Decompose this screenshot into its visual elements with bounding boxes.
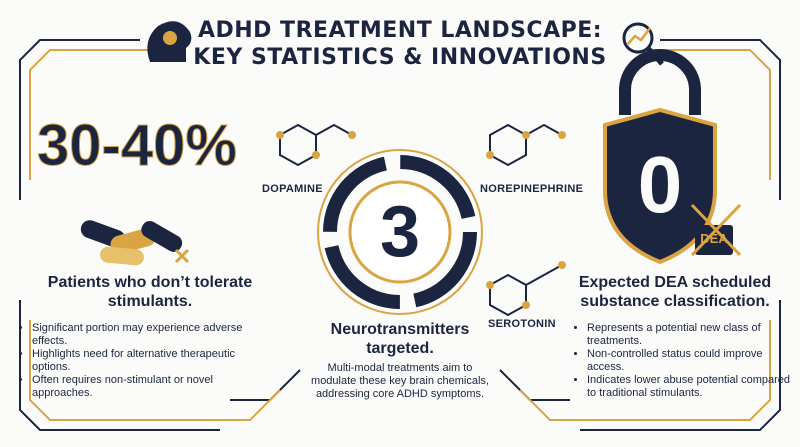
- padlock: [695, 225, 733, 255]
- frame-line: [580, 300, 781, 431]
- bullet-list: Significant portion may experience adver…: [20, 322, 262, 400]
- atom: [522, 301, 530, 309]
- frame-line: [200, 389, 281, 421]
- shield: [603, 107, 717, 265]
- frame-line: [650, 49, 771, 180]
- gear: [163, 31, 177, 45]
- frame-line: [29, 49, 150, 180]
- frame-accents: [29, 49, 771, 421]
- badge: DEA: [700, 231, 728, 246]
- x-mark: [174, 248, 190, 264]
- title-line: ADHD TREATMENT LANDSCAPE:: [197, 18, 603, 43]
- atom: [558, 261, 566, 269]
- lens: [622, 22, 654, 54]
- frame-line: [660, 39, 781, 200]
- panel-heading: Neurotransmitters targeted.: [330, 321, 470, 357]
- cycle: [317, 149, 483, 315]
- atoms: [276, 131, 566, 309]
- shield-lock: [603, 49, 742, 265]
- panel-heading: Patients who don’t tolerate stimulants.: [47, 274, 253, 310]
- stat: 3: [379, 192, 421, 272]
- shackle: [619, 49, 701, 115]
- stat: 0: [637, 140, 683, 229]
- pill: [100, 246, 144, 266]
- frame-line: [499, 369, 570, 401]
- bullet: Non-controlled status could improve acce…: [587, 348, 792, 373]
- pills: [80, 220, 190, 266]
- outer-ring: [317, 149, 483, 315]
- stat: 30-40%: [37, 113, 238, 179]
- frame-line: [19, 39, 140, 200]
- bullet: Highlights need for alternative therapeu…: [32, 348, 262, 373]
- atom: [486, 281, 494, 289]
- neurotransmitter-label: SEROTONIN: [488, 318, 556, 330]
- trend: [627, 27, 651, 45]
- molecule: [315, 123, 353, 136]
- atom: [558, 131, 566, 139]
- frame-line: [600, 320, 771, 421]
- ring: [323, 155, 477, 309]
- frame-line: [19, 300, 220, 431]
- pill: [141, 221, 183, 252]
- molecule: [525, 264, 563, 286]
- inner-ring: [348, 180, 452, 284]
- atom: [348, 131, 356, 139]
- atom: [276, 131, 284, 139]
- panel-body: Multi-modal treatments aim to modulate t…: [311, 362, 489, 400]
- molecule: [525, 123, 563, 136]
- molecule: [489, 123, 527, 167]
- neurotransmitter-label: NOREPINEPHRINE: [480, 183, 584, 195]
- frame-line: [29, 320, 200, 421]
- atom: [312, 151, 320, 159]
- title-line: KEY STATISTICS & INNOVATIONS: [193, 45, 607, 70]
- bullet: Significant portion may experience adver…: [32, 322, 262, 347]
- molecule: [279, 123, 317, 167]
- atom: [486, 151, 494, 159]
- cross: [690, 203, 742, 257]
- molecule: [489, 273, 527, 317]
- bullet: Often requires non-stimulant or novel ap…: [32, 374, 262, 399]
- panel-heading: Expected DEA scheduled substance classif…: [578, 274, 772, 310]
- bullet: Indicates lower abuse potential compared…: [587, 374, 792, 399]
- bullet: Represents a potential new class of trea…: [587, 322, 792, 347]
- bullet-list: Represents a potential new class of trea…: [575, 322, 792, 400]
- frame-line: [519, 389, 600, 421]
- brain-gear-icon: [147, 21, 192, 62]
- neurotransmitter-label: DOPAMINE: [262, 183, 323, 195]
- atom: [522, 131, 530, 139]
